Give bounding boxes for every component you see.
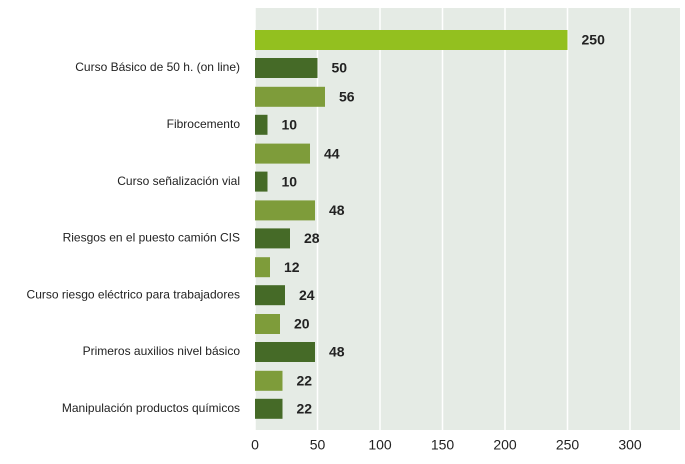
bar <box>255 370 283 391</box>
bar <box>255 143 310 164</box>
value-label: 20 <box>294 316 310 332</box>
category-label: Curso riesgo eléctrico para trabajadores <box>27 287 240 301</box>
value-label: 250 <box>582 32 606 48</box>
bar <box>255 200 315 221</box>
bar <box>255 114 268 135</box>
x-tick-label: 50 <box>310 437 326 453</box>
category-label: Curso Básico de 50 h. (on line) <box>75 60 240 74</box>
bar <box>255 257 270 278</box>
value-label: 22 <box>297 373 313 389</box>
value-label: 10 <box>282 173 298 189</box>
value-label: 48 <box>329 344 345 360</box>
value-label: 28 <box>304 230 320 246</box>
x-tick-label: 300 <box>618 437 642 453</box>
value-label: 10 <box>282 117 298 133</box>
category-label: Primeros auxilios nivel básico <box>83 344 241 358</box>
bar <box>255 285 285 306</box>
category-label: Riesgos en el puesto camión CIS <box>63 231 240 245</box>
category-label: Manipulación productos químicos <box>62 401 240 415</box>
bar <box>255 228 290 249</box>
value-label: 48 <box>329 202 345 218</box>
category-label: Curso señalización vial <box>117 174 240 188</box>
value-label: 22 <box>297 401 313 417</box>
x-tick-label: 150 <box>431 437 455 453</box>
x-tick-label: 100 <box>368 437 392 453</box>
value-label: 44 <box>324 145 340 161</box>
bar <box>255 314 280 334</box>
plot-background <box>255 8 680 430</box>
bar <box>255 30 568 50</box>
bar <box>255 342 315 362</box>
bar <box>255 86 325 107</box>
bar <box>255 58 318 78</box>
value-label: 24 <box>299 287 315 303</box>
value-label: 50 <box>332 60 348 76</box>
bar <box>255 398 283 419</box>
x-tick-label: 250 <box>556 437 580 453</box>
category-label: Fibrocemento <box>167 117 241 131</box>
value-label: 12 <box>284 259 300 275</box>
x-tick-label: 0 <box>251 437 259 453</box>
value-label: 56 <box>339 89 355 105</box>
bar <box>255 171 268 192</box>
x-tick-label: 200 <box>493 437 517 453</box>
